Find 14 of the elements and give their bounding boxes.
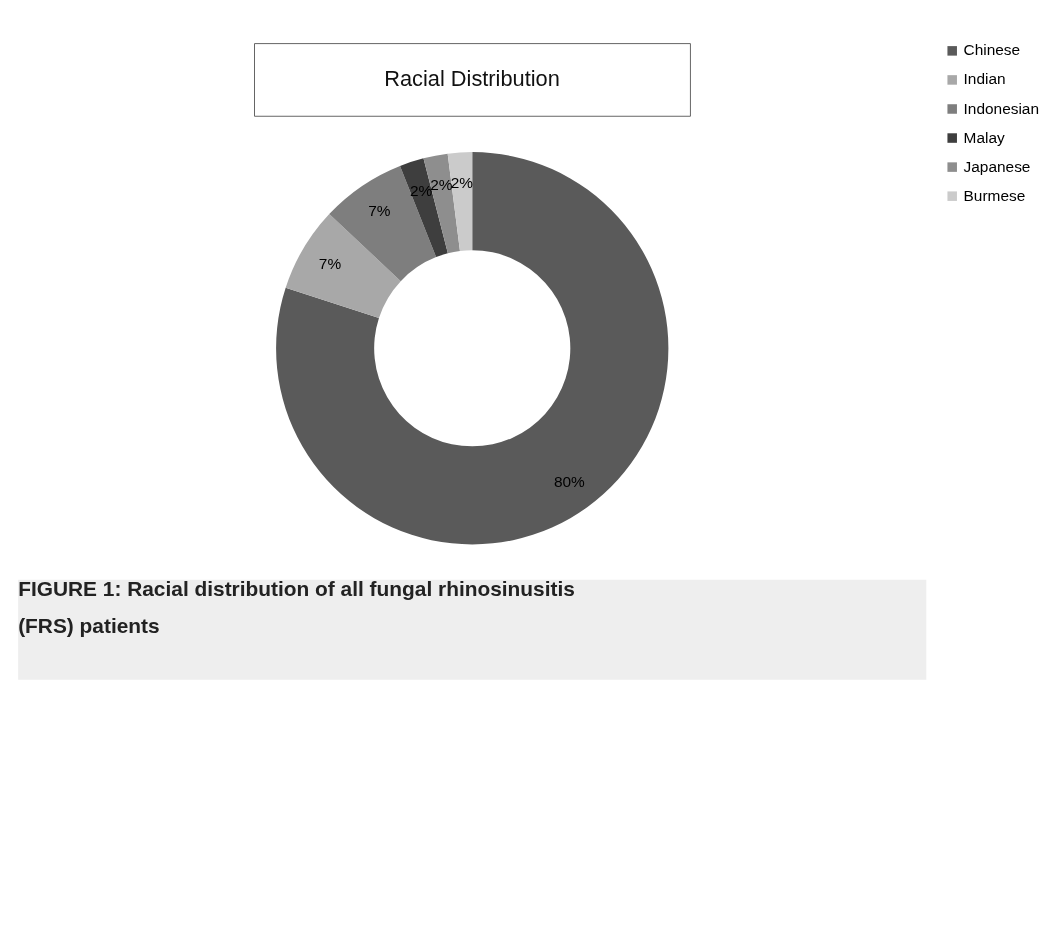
data-label: 80% <box>553 472 586 490</box>
legend-label: Chinese <box>963 41 1021 59</box>
donut-slice <box>276 152 669 545</box>
legend-label: Indonesian <box>963 99 1040 117</box>
caption: FIGURE 1: Racial distribution of all fungal rhinosinusitis (FRS) patients <box>18 577 575 638</box>
legend-label: Japanese <box>963 157 1031 175</box>
donut-slice <box>285 214 401 318</box>
data-label: 2% <box>430 176 453 194</box>
legend-label: Malay <box>963 128 1005 146</box>
legend-label: Indian <box>963 70 1006 88</box>
data-label: 7% <box>318 254 342 272</box>
legend-label: Burmese <box>963 186 1026 204</box>
text: Racial Distribution <box>384 65 560 91</box>
data-label: 7% <box>368 202 391 220</box>
